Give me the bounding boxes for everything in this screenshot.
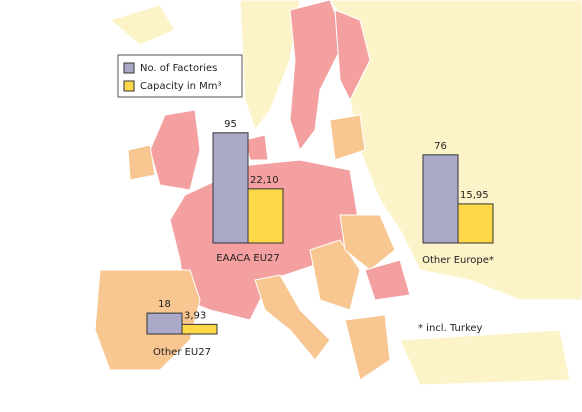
norway xyxy=(239,0,301,132)
greece xyxy=(344,314,391,381)
legend: No. of Factories Capacity in Mm³ xyxy=(117,54,243,98)
hungary xyxy=(339,214,396,271)
legend-swatch xyxy=(123,62,135,74)
baltics xyxy=(329,114,366,161)
romania xyxy=(364,259,411,301)
ireland xyxy=(127,144,156,181)
italy xyxy=(254,274,331,361)
bar xyxy=(422,154,459,244)
group-label: Other EU27 xyxy=(153,347,211,358)
note: * incl. Turkey xyxy=(418,323,483,334)
group-label: EAACA EU27 xyxy=(216,253,279,264)
bar xyxy=(146,312,183,335)
bar xyxy=(457,203,494,244)
finland xyxy=(334,9,371,102)
bar xyxy=(212,132,249,244)
value-label: 22,10 xyxy=(250,175,279,186)
legend-label: No. of Factories xyxy=(140,63,217,74)
legend-swatch xyxy=(123,80,135,92)
bar xyxy=(181,323,218,335)
legend-label: Capacity in Mm³ xyxy=(140,81,222,92)
value-label: 15,95 xyxy=(460,190,489,201)
value-label: 95 xyxy=(224,119,237,130)
value-label: 18 xyxy=(158,299,171,310)
bar xyxy=(247,188,284,244)
turkey xyxy=(399,329,571,386)
value-label: 76 xyxy=(434,141,447,152)
legend-box xyxy=(117,54,243,98)
group-label: Other Europe* xyxy=(422,255,494,266)
balkans xyxy=(309,239,361,311)
iceland xyxy=(108,4,176,46)
value-label: 3,93 xyxy=(184,310,206,321)
